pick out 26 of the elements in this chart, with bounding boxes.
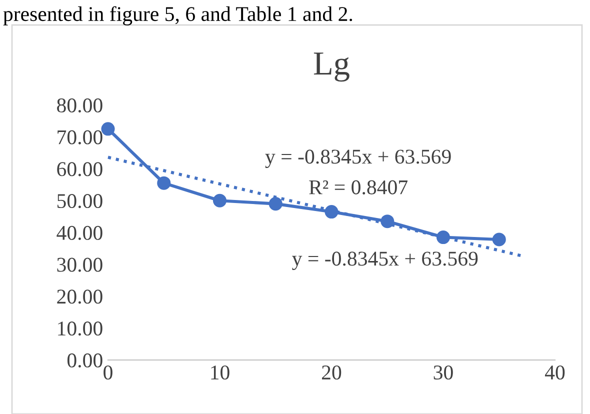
point [380, 214, 394, 228]
annotation: y = -0.8345x + 63.569 [292, 252, 478, 270]
x-tick-label: 0 [104, 365, 112, 380]
y-tick-label: 0.00 [67, 353, 102, 368]
y-tick-label: 60.00 [57, 162, 102, 176]
point [268, 197, 282, 211]
chart-title: Lg [314, 52, 350, 82]
x-tick-label: 40 [544, 365, 565, 380]
annotation: R² = 0.8407 [309, 180, 408, 194]
y-tick-label: 10.00 [58, 322, 102, 336]
x-tick-label: 10 [211, 365, 230, 380]
x-tick-label: 30 [434, 365, 453, 380]
point [101, 122, 115, 136]
text: presented in figure 5, 6 and Table 1 and 2. [3, 6, 352, 26]
y-tick-label: 40.00 [56, 226, 102, 240]
annotation: y = -0.8345x + 63.569 [265, 150, 451, 168]
y-tick-label: 20.00 [57, 290, 102, 304]
y-tick-label: 80.00 [57, 98, 102, 113]
point [212, 194, 227, 208]
point [324, 205, 338, 219]
x-tick-label: 20 [322, 365, 342, 380]
y-tick-label: 30.00 [57, 258, 102, 272]
point [492, 232, 506, 246]
y-tick-label: 70.00 [58, 130, 102, 144]
y-tick-label: 50.00 [57, 194, 102, 208]
point [157, 176, 171, 190]
